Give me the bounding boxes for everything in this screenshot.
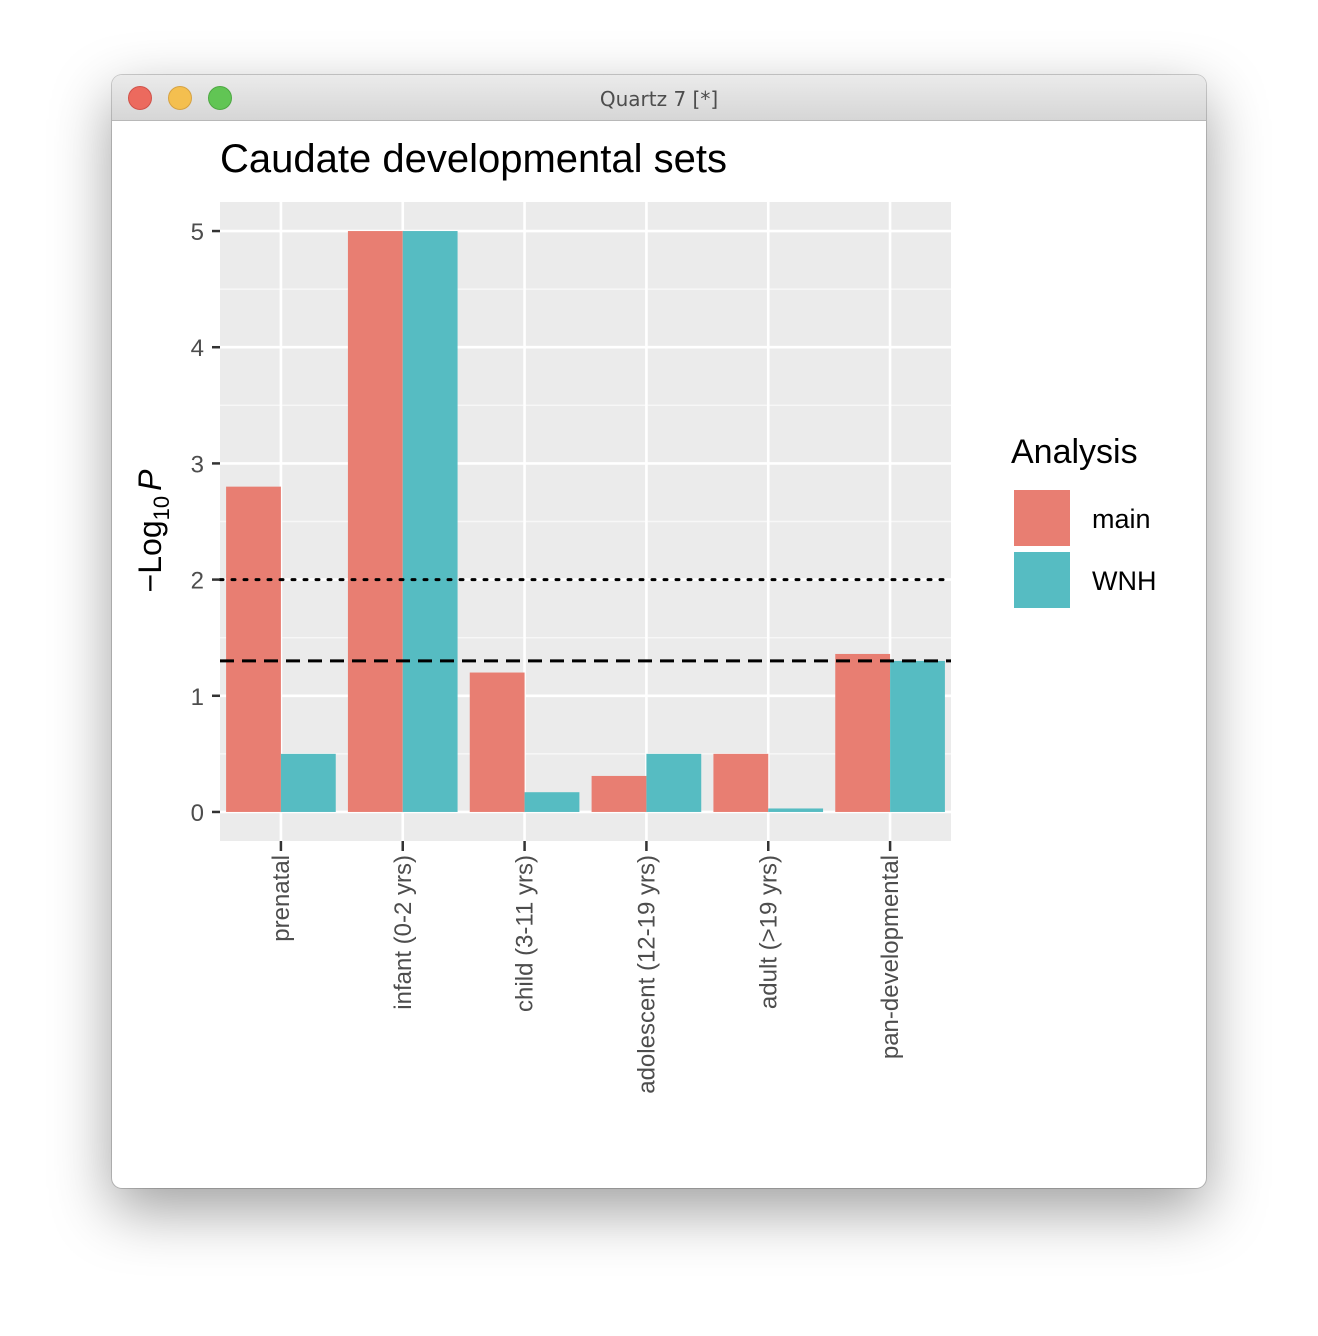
bars [226, 231, 945, 812]
minimize-button[interactable] [168, 86, 192, 110]
x-tick-label: adolescent (12-19 yrs) [633, 855, 660, 1094]
bar-wnh-4 [768, 808, 824, 812]
y-axis-label: −Log10 P [132, 469, 174, 593]
y-tick-label: 1 [191, 684, 204, 711]
close-button[interactable] [128, 86, 152, 110]
window-title: Quartz 7 [*] [599, 87, 719, 111]
bar-wnh-0 [280, 753, 336, 812]
x-tick-label: infant (0-2 yrs) [390, 855, 417, 1010]
zoom-button[interactable] [208, 86, 232, 110]
y-label-base: Log [132, 520, 168, 573]
x-tick-label: pan-developmental [877, 855, 904, 1059]
legend-label-main: main [1092, 504, 1151, 534]
reference-lines [218, 578, 953, 663]
y-tick-label: 5 [191, 219, 204, 246]
x-tick-label: adult (>19 yrs) [755, 855, 782, 1009]
bar-wnh-5 [890, 660, 945, 812]
y-label-minus: − [132, 574, 168, 593]
chart-canvas: Caudate developmental sets 0 1 2 3 4 5 prenat… [132, 137, 1156, 1094]
y-tick-label: 3 [191, 451, 204, 478]
bar-main-2 [469, 672, 525, 812]
bar-main-4 [713, 753, 769, 812]
x-axis: prenatal infant (0-2 yrs) child (3-11 yrs)… [268, 841, 904, 1094]
legend-label-wnh: WNH [1092, 566, 1156, 596]
gridlines [220, 202, 951, 841]
legend-key-wnh [1012, 550, 1072, 610]
bar-main-1 [347, 231, 403, 812]
bar-wnh-2 [524, 792, 580, 812]
bar-main-0 [226, 486, 281, 812]
y-tick-label: 0 [191, 800, 204, 827]
y-tick-label: 4 [191, 335, 204, 362]
legend: Analysis main WNH [1011, 433, 1156, 610]
y-label-variable: P [132, 469, 168, 491]
y-axis: 0 1 2 3 4 5 [191, 219, 220, 827]
bar-main-5 [835, 653, 891, 812]
x-tick-label: prenatal [268, 855, 295, 942]
bar-wnh-1 [402, 231, 458, 812]
quartz-window: Quartz 7 [*] Caudate developmental sets … [112, 75, 1206, 1188]
legend-title: Analysis [1011, 433, 1138, 471]
bar-main-3 [591, 775, 647, 812]
legend-key-main [1012, 488, 1072, 548]
x-tick-label: child (3-11 yrs) [512, 855, 539, 1012]
chart-title: Caudate developmental sets [220, 137, 727, 181]
title-bar: Quartz 7 [*] [112, 75, 1206, 121]
y-label-subscript: 10 [149, 496, 174, 520]
bar-wnh-3 [646, 753, 702, 812]
y-tick-label: 2 [191, 568, 204, 595]
